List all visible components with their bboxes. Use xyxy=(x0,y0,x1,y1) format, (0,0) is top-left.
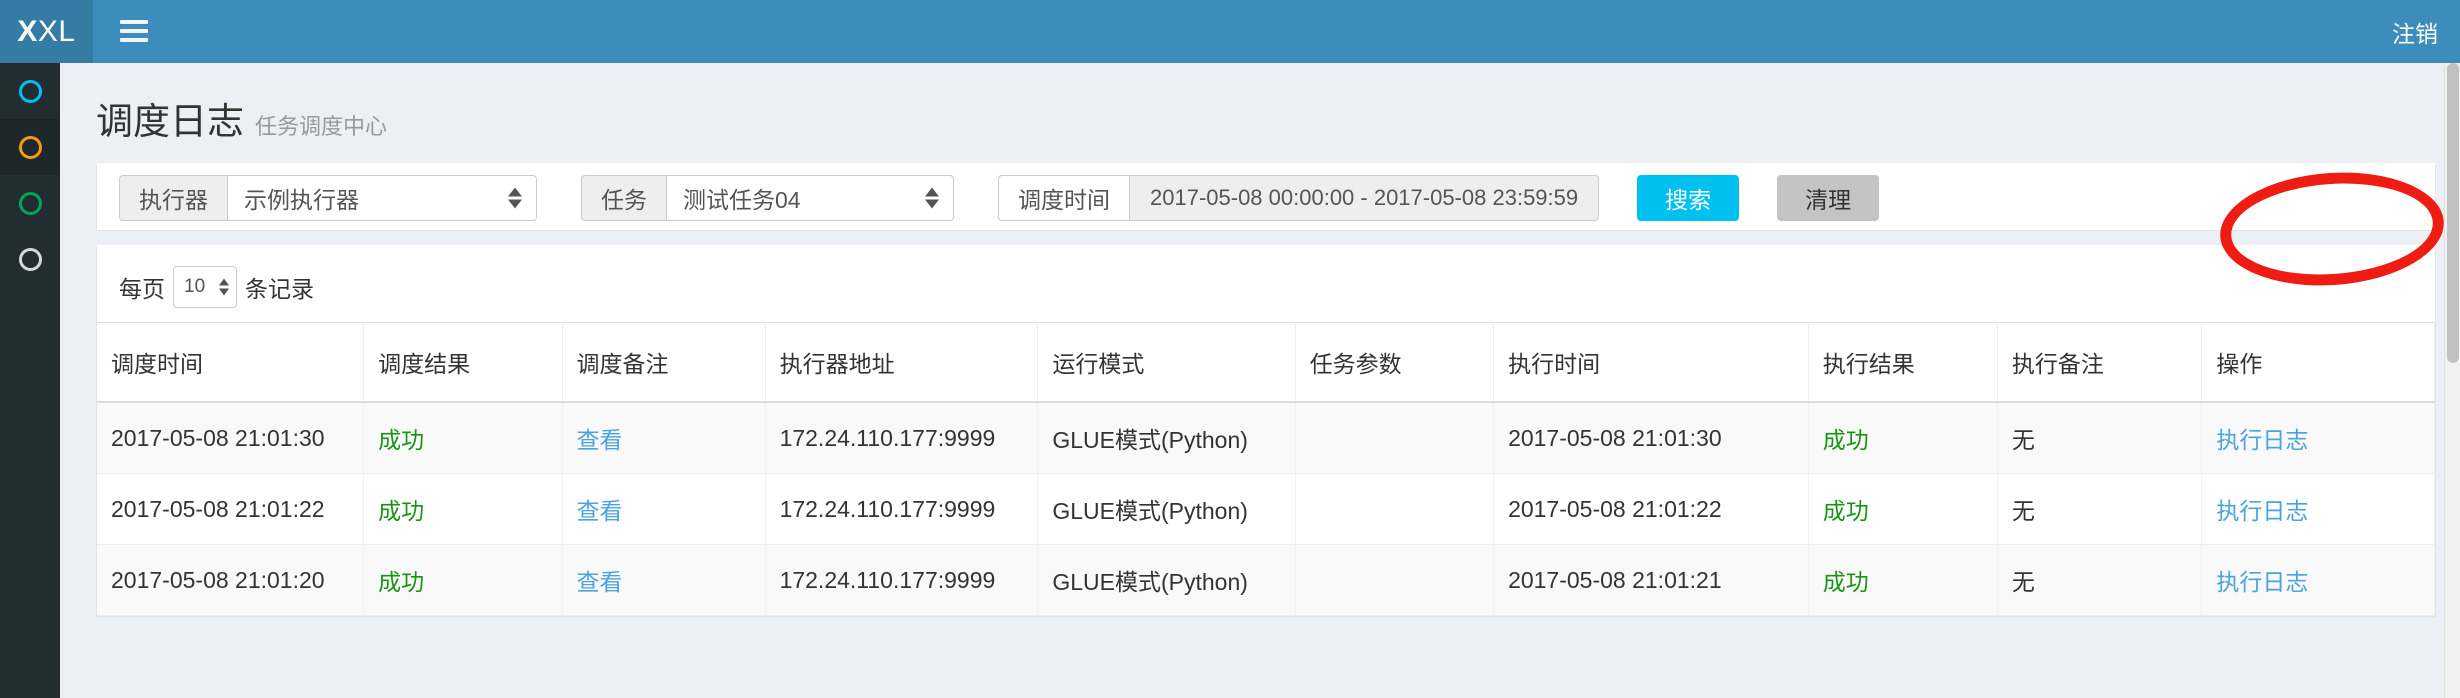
cell-schedule-remark-link[interactable]: 查看 xyxy=(562,544,766,616)
page-subtitle: 任务调度中心 xyxy=(255,114,388,139)
cell-job-params xyxy=(1295,544,1495,616)
col-schedule-time[interactable]: 调度时间 xyxy=(97,322,365,403)
table-row: 2017-05-08 21:01:20 成功 查看 172.24.110.177… xyxy=(97,544,2435,616)
executor-label: 执行器 xyxy=(119,175,227,221)
circle-icon xyxy=(18,135,42,159)
page-length-value: 10 xyxy=(184,276,206,297)
top-navbar: XXL 注销 xyxy=(0,0,2460,63)
table-row: 2017-05-08 21:01:22 成功 查看 172.24.110.177… xyxy=(97,473,2435,545)
filter-row: 执行器 示例执行器 任务 测试任务04 调度时间 xyxy=(97,166,2435,230)
clear-button[interactable]: 清理 xyxy=(1777,175,1880,221)
cell-exec-time: 2017-05-08 21:01:22 xyxy=(1493,473,1809,545)
logout-link[interactable]: 注销 xyxy=(2392,20,2438,47)
logo-rest: XL xyxy=(37,14,76,48)
page-length-select[interactable]: 10 xyxy=(173,266,237,308)
cell-run-mode: GLUE模式(Python) xyxy=(1037,473,1296,545)
cell-job-params xyxy=(1295,402,1495,474)
sidebar-item-1[interactable] xyxy=(0,63,60,119)
content-area: 调度日志 任务调度中心 执行器 示例执行器 任务 测试任务04 xyxy=(60,63,2460,698)
cell-schedule-remark-link[interactable]: 查看 xyxy=(562,402,766,474)
cell-schedule-time: 2017-05-08 21:01:30 xyxy=(97,402,365,474)
cell-run-mode: GLUE模式(Python) xyxy=(1037,402,1296,474)
executor-select[interactable]: 示例执行器 xyxy=(227,175,537,221)
cell-schedule-remark-link[interactable]: 查看 xyxy=(562,473,766,545)
cell-exec-remark: 无 xyxy=(1997,544,2203,616)
spinner-arrows-icon xyxy=(219,278,229,296)
page-scrollbar-thumb[interactable] xyxy=(2447,63,2459,363)
page-header: 调度日志 任务调度中心 xyxy=(60,63,2460,163)
executor-select-value: 示例执行器 xyxy=(244,187,359,213)
col-run-mode[interactable]: 运行模式 xyxy=(1037,322,1296,403)
cell-executor-address: 172.24.110.177:9999 xyxy=(765,544,1039,616)
cell-action-exec-log-link[interactable]: 执行日志 xyxy=(2201,473,2435,545)
cell-executor-address: 172.24.110.177:9999 xyxy=(765,473,1039,545)
circle-icon xyxy=(18,79,42,103)
cell-exec-result: 成功 xyxy=(1808,473,1998,545)
sidebar-item-2[interactable] xyxy=(0,119,60,175)
table-row: 2017-05-08 21:01:30 成功 查看 172.24.110.177… xyxy=(97,402,2435,474)
search-button[interactable]: 搜索 xyxy=(1637,175,1740,221)
cell-schedule-result: 成功 xyxy=(363,402,563,474)
col-exec-time[interactable]: 执行时间 xyxy=(1493,322,1809,403)
cell-exec-result: 成功 xyxy=(1808,544,1998,616)
col-job-params[interactable]: 任务参数 xyxy=(1295,322,1495,403)
job-filter: 任务 测试任务04 xyxy=(581,175,954,221)
daterange-label: 调度时间 xyxy=(998,175,1129,221)
logo-bold: X xyxy=(17,14,38,48)
sidebar-item-3[interactable] xyxy=(0,175,60,231)
cell-schedule-result: 成功 xyxy=(363,473,563,545)
hamburger-icon[interactable] xyxy=(120,16,150,46)
cell-executor-address: 172.24.110.177:9999 xyxy=(765,402,1039,474)
cell-job-params xyxy=(1295,473,1495,545)
circle-icon xyxy=(18,191,42,215)
cell-action-exec-log-link[interactable]: 执行日志 xyxy=(2201,402,2435,474)
spinner-arrows-icon xyxy=(925,187,939,209)
table-header-row: 调度时间 调度结果 调度备注 执行器地址 运行模式 任务参数 执行时间 执行结果… xyxy=(97,322,2435,403)
page-title: 调度日志 xyxy=(96,101,244,142)
cell-run-mode: GLUE模式(Python) xyxy=(1037,544,1296,616)
cell-schedule-time: 2017-05-08 21:01:20 xyxy=(97,544,365,616)
cell-exec-time: 2017-05-08 21:01:21 xyxy=(1493,544,1809,616)
executor-filter: 执行器 示例执行器 xyxy=(119,175,537,221)
cell-schedule-time: 2017-05-08 21:01:22 xyxy=(97,473,365,545)
hamburger-bar xyxy=(120,29,148,33)
cell-exec-time: 2017-05-08 21:01:30 xyxy=(1493,402,1809,474)
table-panel: 每页 10 条记录 调度时间 调度结果 调度备注 执行器地址 xyxy=(96,245,2436,617)
cell-exec-remark: 无 xyxy=(1997,402,2203,474)
job-select[interactable]: 测试任务04 xyxy=(666,175,954,221)
job-label: 任务 xyxy=(581,175,666,221)
circle-icon xyxy=(18,247,42,271)
cell-exec-result: 成功 xyxy=(1808,402,1998,474)
cell-action-exec-log-link[interactable]: 执行日志 xyxy=(2201,544,2435,616)
hamburger-bar xyxy=(120,38,148,42)
filter-panel: 执行器 示例执行器 任务 测试任务04 调度时间 xyxy=(96,163,2436,231)
col-schedule-remark[interactable]: 调度备注 xyxy=(562,322,766,403)
daterange-filter: 调度时间 2017-05-08 00:00:00 - 2017-05-08 23… xyxy=(998,175,1600,221)
col-executor-address[interactable]: 执行器地址 xyxy=(765,322,1039,403)
sidebar-item-4[interactable] xyxy=(0,231,60,287)
page-length-suffix: 条记录 xyxy=(245,276,314,302)
logo-text: XXL xyxy=(17,14,76,48)
page-length-prefix: 每页 xyxy=(119,276,165,302)
hamburger-bar xyxy=(120,20,148,24)
col-schedule-result[interactable]: 调度结果 xyxy=(363,322,563,403)
cell-exec-remark: 无 xyxy=(1997,473,2203,545)
job-select-value: 测试任务04 xyxy=(683,187,801,213)
app-logo[interactable]: XXL xyxy=(0,0,93,63)
table-body: 2017-05-08 21:01:30 成功 查看 172.24.110.177… xyxy=(97,402,2435,616)
col-exec-remark[interactable]: 执行备注 xyxy=(1997,322,2203,403)
daterange-input[interactable]: 2017-05-08 00:00:00 - 2017-05-08 23:59:5… xyxy=(1129,175,1600,221)
col-action[interactable]: 操作 xyxy=(2201,322,2435,403)
spinner-arrows-icon xyxy=(508,187,522,209)
page-scrollbar[interactable] xyxy=(2444,63,2460,698)
cell-schedule-result: 成功 xyxy=(363,544,563,616)
sidebar xyxy=(0,63,60,698)
page-length-control: 每页 10 条记录 xyxy=(97,248,2435,322)
col-exec-result[interactable]: 执行结果 xyxy=(1808,322,1998,403)
schedule-log-table: 调度时间 调度结果 调度备注 执行器地址 运行模式 任务参数 执行时间 执行结果… xyxy=(97,322,2435,616)
table-header: 调度时间 调度结果 调度备注 执行器地址 运行模式 任务参数 执行时间 执行结果… xyxy=(97,322,2435,403)
